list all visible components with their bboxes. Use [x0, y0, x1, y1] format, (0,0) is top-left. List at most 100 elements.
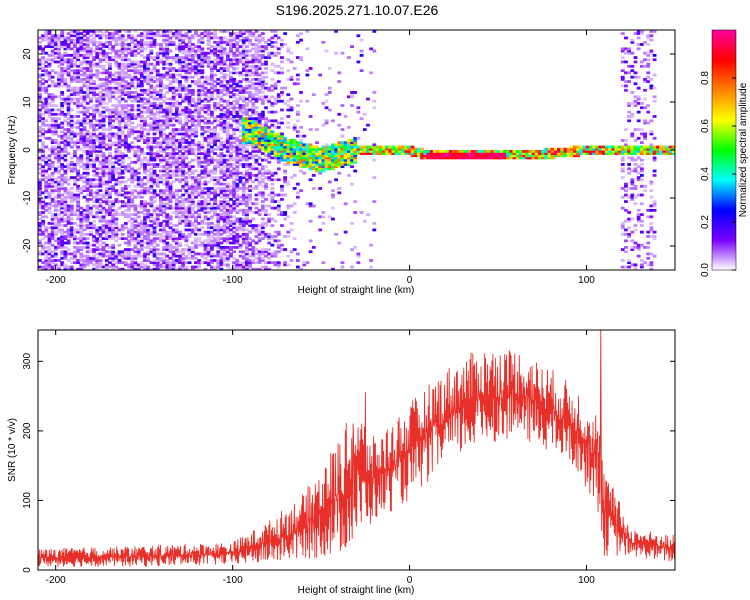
spectrogram-cell: [197, 180, 202, 184]
spectrogram-cell: [133, 108, 138, 112]
spectrogram-cell: [171, 261, 176, 265]
spectrogram-cell: [238, 265, 243, 269]
spectrogram-cell: [95, 75, 100, 79]
spectrogram-cell: [257, 213, 262, 217]
spectrogram-cell: [92, 86, 96, 90]
spectrogram-cell: [50, 123, 55, 127]
spectrogram-cell: [136, 254, 141, 258]
spectrogram-cell: [241, 150, 246, 153]
spectrogram-cell: [76, 88, 81, 92]
spectrogram-cell: [79, 121, 84, 125]
spectrogram-cell: [238, 187, 243, 190]
spectrogram-cell: [38, 230, 42, 234]
spectrogram-cell: [50, 80, 55, 83]
spectrogram-cell: [127, 165, 131, 169]
spectrogram-cell: [44, 160, 49, 164]
spectrogram-cell: [85, 243, 90, 247]
spectrogram-cell: [38, 150, 42, 153]
spectrogram-cell: [136, 60, 141, 64]
spectrogram-cell: [264, 208, 268, 212]
spectrogram-cell: [209, 51, 214, 55]
spectrogram-cell: [66, 38, 71, 42]
spectrogram-cell: [69, 204, 74, 208]
spectrogram-cell: [108, 108, 112, 112]
spectrogram-cell: [76, 228, 81, 232]
spectrogram-cell: [174, 163, 179, 166]
spectrogram-cell: [155, 97, 160, 101]
spectrogram-cell: [190, 139, 195, 142]
spectrogram-cell: [245, 54, 249, 57]
spectrogram-cell: [178, 36, 182, 40]
spectrogram-cell: [130, 36, 135, 40]
spectrogram-cell: [149, 104, 154, 107]
spectrogram-cell: [197, 200, 202, 203]
spectrogram-cell: [200, 191, 205, 195]
spectrogram-cell: [219, 136, 224, 140]
spectrogram-cell: [133, 224, 138, 227]
spectrogram-cell: [63, 224, 68, 227]
spectrogram-cell: [82, 119, 87, 123]
spectrogram-cell: [146, 34, 151, 38]
spectrogram-cell: [225, 250, 230, 254]
spectrogram-cell: [155, 58, 160, 62]
spectrogram-cell: [143, 78, 147, 81]
spectrogram-cell: [219, 108, 224, 112]
spectrogram-cell: [60, 40, 65, 44]
spectrogram-cell: [133, 130, 138, 134]
spectrogram-cell: [38, 36, 42, 40]
spectrogram-cell: [57, 156, 61, 160]
spectrogram-cell: [209, 84, 214, 88]
spectrogram-cell: [95, 110, 100, 114]
spectrogram-cell: [216, 204, 221, 208]
spectrogram-cell: [41, 62, 45, 66]
spectrogram-cell: [241, 265, 246, 269]
spectrogram-cell: [168, 30, 173, 33]
spectrogram-cell: [197, 95, 202, 99]
spectrogram-cell: [251, 180, 256, 184]
spectrogram-cell: [174, 86, 179, 90]
spectrogram-cell: [181, 184, 186, 188]
spectrogram-cell: [235, 237, 240, 241]
spectrogram-cell: [206, 261, 211, 265]
spectrogram-cell: [120, 47, 125, 51]
spectrogram-cell: [168, 102, 173, 105]
spectrogram-cell: [127, 206, 131, 210]
spectrogram-cell: [69, 47, 74, 51]
spectrogram-cell: [120, 86, 125, 90]
spectrogram-cell: [149, 147, 154, 151]
spectrogram-cell: [257, 254, 262, 258]
spectrogram-cell: [41, 215, 45, 219]
spectrogram-cell: [200, 106, 205, 110]
spectrogram-cell: [152, 237, 157, 241]
spectrogram-cell: [69, 34, 74, 38]
spectrogram-cell: [133, 91, 138, 94]
spectrogram-cell: [124, 80, 128, 83]
spectrogram-cell: [162, 252, 167, 256]
spectrogram-cell: [178, 235, 182, 238]
spectrogram-cell: [190, 222, 195, 225]
spectrogram-cell: [53, 141, 58, 145]
spectrogram-cell: [190, 165, 195, 169]
spectrogram-cell: [235, 119, 240, 123]
spectrogram-cell: [120, 62, 125, 66]
spectrogram-cell: [79, 88, 84, 92]
spectrogram-cell: [66, 110, 71, 114]
spectrogram-cell: [130, 145, 135, 149]
spectrogram-cell: [117, 82, 122, 86]
spectrogram-cell: [181, 178, 186, 182]
spectrogram-cell: [159, 108, 163, 112]
spectrogram-cell: [85, 54, 90, 57]
spectrogram-cell: [41, 167, 45, 171]
spectrogram-cell: [50, 250, 55, 254]
spectrogram-cell: [241, 228, 246, 232]
spectrogram-cell: [248, 200, 252, 203]
spectrogram-cell: [238, 150, 243, 153]
spectrogram-cell: [47, 178, 52, 182]
spectrogram-cell: [168, 191, 173, 195]
spectrogram-cell: [143, 80, 147, 83]
spectrogram-cell: [257, 176, 262, 179]
spectrogram-cell: [200, 82, 205, 86]
spectrogram-cell: [127, 230, 131, 234]
spectrogram-cell: [187, 224, 192, 227]
spectrogram-cell: [111, 267, 116, 270]
